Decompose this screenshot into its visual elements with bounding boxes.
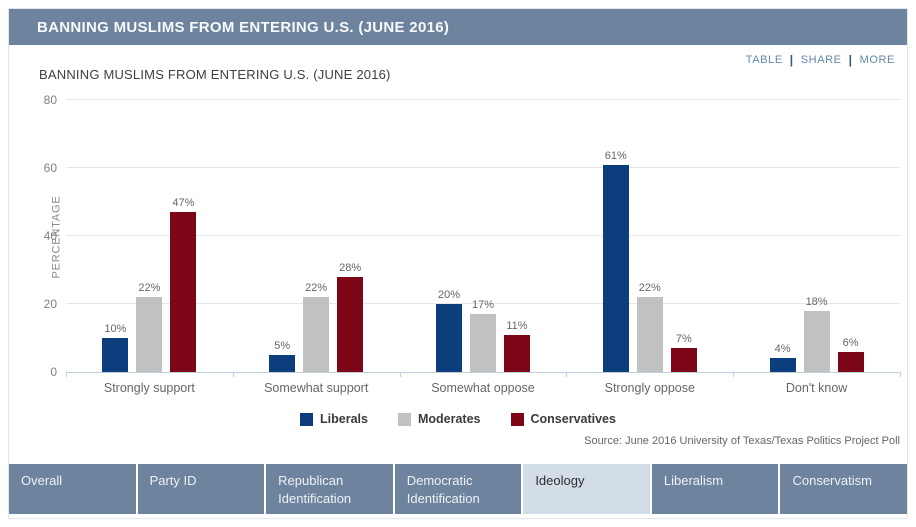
bar-conservatives[interactable]: 47%: [170, 197, 197, 372]
bar-value-label: 22%: [638, 282, 661, 295]
axis-tick: [900, 372, 901, 377]
plot-area: 0 20 40 60 80 10% 22% 47% 5% 22% 28% 20% 17% 11% 61% 22…: [44, 93, 901, 379]
tab-liberalism[interactable]: Liberalism: [651, 464, 779, 514]
chart-toolbar: TABLE | SHARE | MORE: [746, 53, 895, 67]
bar-value-label: 47%: [172, 197, 195, 210]
gridline: [66, 99, 900, 100]
x-category-label: Don't know: [785, 381, 848, 395]
x-category-label: Strongly oppose: [604, 381, 695, 395]
chart-panel: TABLE | SHARE | MORE BANNING MUSLIMS FROM EN…: [9, 45, 907, 464]
axis-tick: [232, 372, 234, 377]
bar-group: 4% 18% 6%: [733, 101, 900, 372]
axis-tick: [733, 372, 735, 377]
toolbar-separator: |: [789, 53, 794, 67]
x-category-label: Somewhat support: [264, 381, 369, 395]
x-category-label: Strongly support: [103, 381, 195, 395]
bar-liberals[interactable]: 61%: [602, 150, 629, 372]
bar-moderates[interactable]: 22%: [303, 282, 330, 372]
category-tabs: Overall Party ID Republican Identification…: [9, 464, 908, 514]
bar-value-label: 5%: [274, 340, 291, 352]
tab-democratic-identification[interactable]: Democratic Identification: [394, 464, 522, 514]
gridline: [66, 303, 900, 304]
bar-moderates[interactable]: 17%: [469, 299, 496, 372]
tab-party-id[interactable]: Party ID: [137, 464, 265, 514]
bar-conservatives[interactable]: 6%: [837, 337, 864, 372]
bar-value-label: 22%: [138, 282, 161, 295]
poll-widget: BANNING MUSLIMS FROM ENTERING U.S. (JUNE…: [8, 8, 908, 519]
tab-overall[interactable]: Overall: [9, 464, 136, 514]
bar-group: 5% 22% 28%: [233, 101, 400, 372]
bar-conservatives[interactable]: 11%: [503, 320, 530, 372]
tab-ideology[interactable]: Ideology: [523, 464, 650, 514]
y-tick-label: 60: [43, 161, 57, 175]
bar-value-label: 20%: [437, 289, 460, 301]
tab-republican-identification[interactable]: Republican Identification: [266, 464, 393, 514]
widget-header: BANNING MUSLIMS FROM ENTERING U.S. (JUNE…: [9, 9, 907, 45]
bar-group: 10% 22% 47%: [66, 101, 233, 372]
legend-label: Liberals: [320, 412, 368, 426]
x-category-label: Somewhat oppose: [431, 381, 535, 395]
chart-title: BANNING MUSLIMS FROM ENTERING U.S. (JUNE…: [39, 67, 391, 82]
gridline: [66, 235, 900, 236]
bar-value-label: 11%: [506, 319, 528, 332]
bar-liberals[interactable]: 5%: [269, 340, 296, 372]
legend: Liberals Moderates Conservatives: [9, 412, 907, 426]
share-link[interactable]: SHARE: [800, 54, 842, 66]
bar-moderates[interactable]: 18%: [803, 296, 830, 372]
bar-conservatives[interactable]: 28%: [337, 262, 364, 372]
bar-moderates[interactable]: 22%: [636, 282, 663, 372]
y-tick-label: 20: [43, 297, 57, 311]
y-tick-label: 0: [50, 365, 57, 379]
legend-label: Conservatives: [530, 412, 616, 426]
bar-value-label: 18%: [805, 295, 828, 308]
more-link[interactable]: MORE: [859, 54, 895, 66]
axis-tick: [66, 372, 67, 377]
bar-value-label: 22%: [305, 282, 328, 295]
bar-group: 20% 17% 11%: [400, 101, 567, 372]
bar-value-label: 6%: [842, 336, 859, 349]
legend-swatch: [397, 412, 411, 426]
axis-tick: [566, 372, 568, 377]
y-tick-label: 80: [43, 93, 57, 107]
bar-value-label: 4%: [774, 343, 791, 356]
tab-conservatism[interactable]: Conservatism: [780, 464, 908, 514]
axis-tick: [399, 372, 401, 377]
bar-value-label: 17%: [471, 299, 494, 312]
bar-conservatives[interactable]: 7%: [670, 333, 697, 372]
legend-item-liberals[interactable]: Liberals: [300, 412, 368, 426]
bar-value-label: 7%: [675, 333, 692, 346]
widget-title: BANNING MUSLIMS FROM ENTERING U.S. (JUNE…: [37, 18, 450, 36]
bar-moderates[interactable]: 22%: [136, 282, 163, 372]
legend-item-conservatives[interactable]: Conservatives: [510, 412, 616, 426]
bar-value-label: 28%: [339, 261, 362, 274]
bar-liberals[interactable]: 10%: [102, 323, 129, 372]
table-link[interactable]: TABLE: [745, 54, 783, 66]
legend-swatch: [510, 412, 524, 426]
bar-group: 61% 22% 7%: [566, 101, 733, 372]
toolbar-separator: |: [848, 53, 853, 67]
gridline: [66, 167, 900, 168]
bar-liberals[interactable]: 4%: [769, 343, 796, 372]
source-note: Source: June 2016 University of Texas/Te…: [584, 435, 900, 447]
legend-label: Moderates: [417, 412, 481, 426]
legend-swatch: [300, 412, 314, 426]
bar-value-label: 10%: [104, 323, 127, 335]
bar-liberals[interactable]: 20%: [435, 289, 462, 372]
legend-item-moderates[interactable]: Moderates: [397, 412, 481, 426]
bar-value-label: 61%: [604, 149, 627, 162]
x-axis-labels: Strongly support Somewhat support Somewhat…: [66, 381, 900, 395]
y-tick-label: 40: [43, 229, 57, 243]
